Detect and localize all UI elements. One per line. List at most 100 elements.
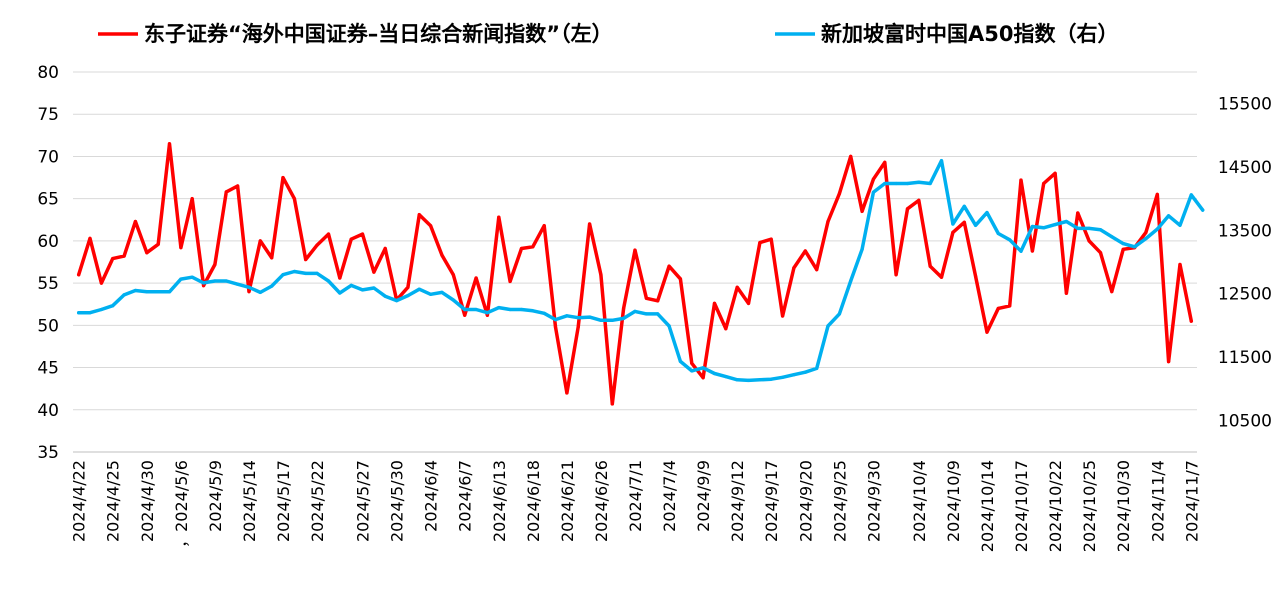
data-point [167, 142, 172, 146]
data-point [588, 222, 592, 226]
data-point [406, 285, 410, 289]
data-point [610, 318, 614, 322]
data-point [1178, 223, 1182, 227]
data-point [531, 245, 535, 249]
data-point [803, 370, 807, 374]
data-point [1087, 239, 1091, 243]
data-point [145, 251, 149, 255]
data-point [88, 236, 92, 240]
data-point [1167, 214, 1171, 218]
data-point [837, 312, 842, 316]
data-point [985, 211, 989, 215]
data-point [281, 176, 285, 180]
data-point [349, 237, 353, 241]
legend-label-1: 东子证券“海外中国证券–当日综合新闻指数”（左） [144, 22, 613, 46]
x-tick-label: 2024/5/30 [388, 460, 407, 542]
x-tick-label: 2024/10/22 [1046, 460, 1065, 552]
data-point [270, 256, 274, 260]
data-point [1030, 224, 1034, 229]
data-point [588, 315, 592, 319]
data-point [1087, 226, 1091, 230]
x-tick-label: ，2024/5/6 [172, 460, 191, 548]
x-tick-label: 2024/6/13 [490, 460, 509, 542]
data-point [633, 309, 637, 313]
data-point [678, 359, 683, 363]
data-point [451, 298, 455, 302]
data-point [1098, 251, 1103, 255]
data-point [133, 288, 137, 293]
data-point [746, 301, 751, 305]
left-tick-label: 35 [37, 443, 59, 463]
data-point [338, 291, 342, 295]
data-point [974, 223, 978, 227]
data-point [1019, 249, 1023, 253]
series-lines [76, 142, 1205, 406]
data-point [837, 192, 842, 196]
data-point [77, 311, 81, 315]
data-point [815, 366, 819, 370]
data-point [360, 288, 365, 292]
data-point [508, 279, 512, 283]
data-point [463, 313, 467, 317]
data-point [712, 301, 717, 305]
data-point [815, 268, 819, 272]
data-point [429, 292, 433, 296]
x-tick-label: 2024/9/25 [830, 460, 849, 542]
left-tick-label: 60 [37, 232, 59, 252]
x-tick-label: 2024/9/9 [694, 460, 713, 532]
data-point [111, 304, 115, 308]
data-point [156, 242, 160, 246]
data-point [349, 283, 353, 287]
data-point [542, 311, 546, 315]
data-point [451, 273, 455, 277]
right-tick-label: 12500 [1218, 285, 1272, 305]
data-point [758, 378, 762, 382]
data-point [656, 299, 660, 303]
data-point [860, 209, 864, 213]
data-point [1155, 192, 1159, 196]
left-tick-label: 80 [37, 63, 59, 83]
data-point [678, 277, 683, 281]
data-point [939, 159, 944, 163]
right-tick-label: 15500 [1218, 95, 1272, 115]
data-point [701, 366, 705, 370]
data-point [519, 307, 524, 312]
x-tick-label: 2024/10/30 [1114, 460, 1133, 552]
x-axis: 2024/4/22 2024/4/25 2024/4/30 ，2024/5/6 2024… [70, 451, 1201, 552]
data-point [553, 318, 558, 322]
data-point [190, 275, 194, 279]
data-point [735, 378, 739, 382]
data-point [213, 262, 217, 267]
data-point [1076, 211, 1080, 215]
data-point [565, 314, 569, 318]
data-point [985, 330, 989, 334]
data-point [474, 307, 478, 312]
data-point [803, 249, 807, 253]
data-point [508, 307, 512, 312]
x-tick-label: 2024/10/4 [910, 460, 929, 542]
data-point [1042, 226, 1046, 230]
data-point [338, 276, 342, 280]
grid-lines [73, 71, 1197, 453]
data-point [1189, 319, 1193, 323]
data-point [133, 219, 137, 224]
data-point [826, 324, 830, 328]
data-point [996, 231, 1000, 236]
data-point [1053, 223, 1057, 227]
data-point [883, 181, 887, 186]
data-point [372, 286, 376, 290]
data-point [1121, 242, 1125, 246]
data-point [304, 257, 308, 262]
data-point [463, 307, 467, 312]
data-point [894, 273, 898, 277]
data-point [1144, 237, 1148, 241]
data-point [258, 239, 262, 243]
data-point [962, 204, 966, 208]
data-point [417, 213, 421, 217]
data-point [781, 314, 785, 318]
data-point [270, 284, 274, 288]
data-point [905, 207, 910, 211]
left-tick-label: 45 [37, 359, 59, 379]
data-point [236, 282, 240, 286]
